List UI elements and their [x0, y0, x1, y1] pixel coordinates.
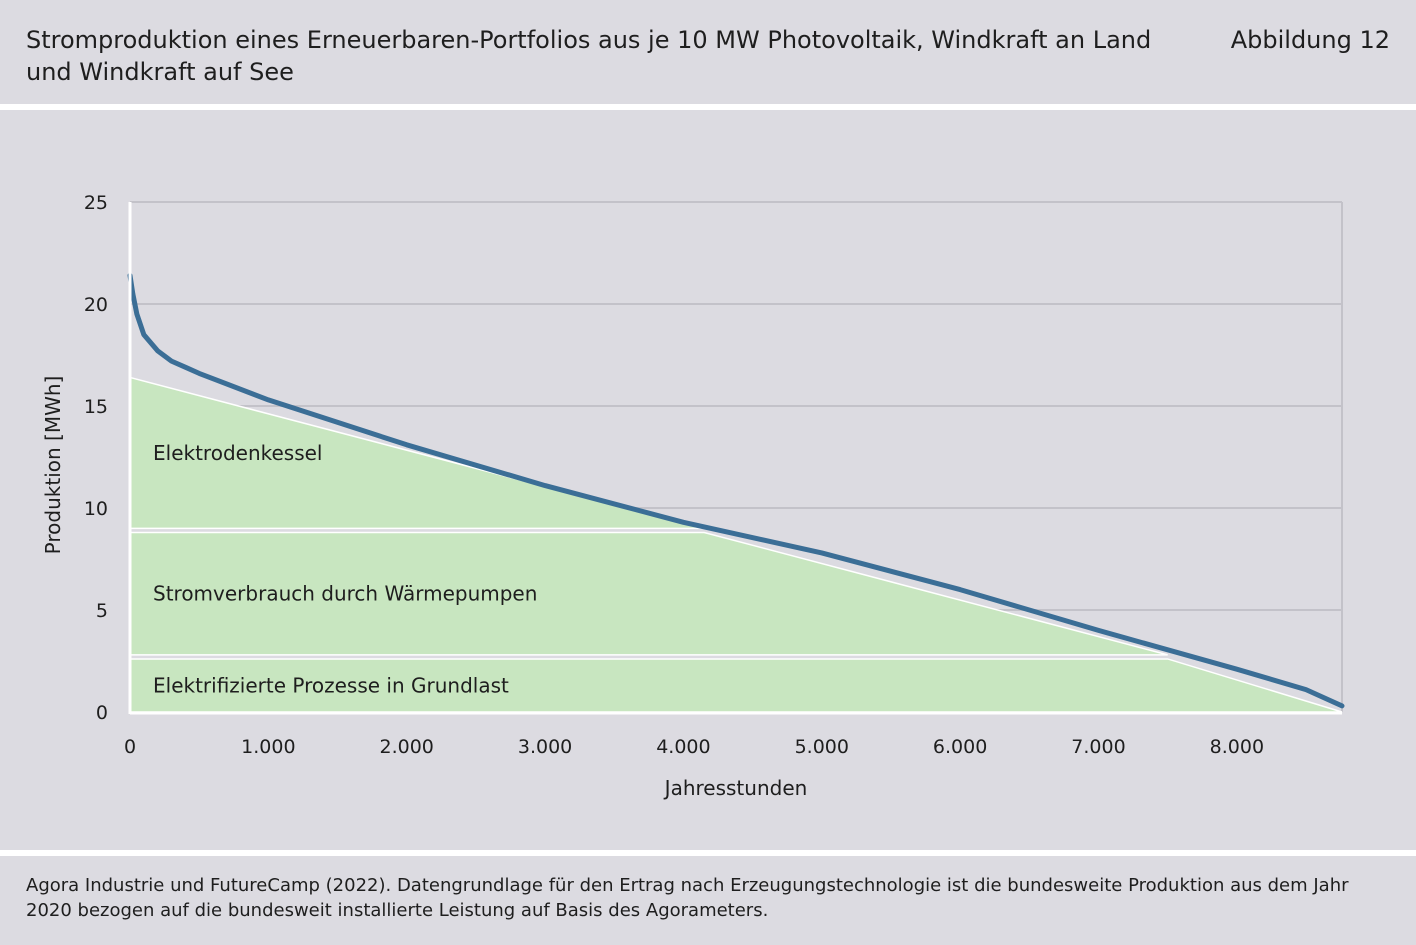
axis-layer: 0 5 10 15 20 25 0 1.000 2.000 3.000 4.000 5.000 6.00… — [41, 192, 1342, 800]
x-axis-title: Jahresstunden — [663, 776, 808, 800]
source-note: Agora Industrie und FutureCamp (2022). D… — [26, 875, 1349, 921]
x-tick-label-8: 8.000 — [1210, 736, 1264, 758]
header-divider — [0, 104, 1416, 110]
y-tick-label-1: 5 — [96, 600, 108, 622]
band-layer — [129, 376, 1343, 713]
y-tick-label-3: 15 — [84, 396, 108, 418]
x-tick-label-3: 3.000 — [518, 736, 572, 758]
x-tick-label-5: 5.000 — [795, 736, 849, 758]
x-tick-label-6: 6.000 — [933, 736, 987, 758]
y-tick-label-4: 20 — [84, 294, 108, 316]
y-axis-title: Produktion [MWh] — [41, 376, 65, 555]
figure-label: Abbildung 12 — [1230, 26, 1390, 54]
label-layer: Elektrifizierte Prozesse in Grundlast Str… — [153, 441, 537, 698]
footer-divider — [0, 850, 1416, 856]
x-tick-label-4: 4.000 — [656, 736, 710, 758]
band-label-1: Stromverbrauch durch Wärmepumpen — [153, 582, 537, 606]
band-label-2: Elektrodenkessel — [153, 441, 323, 465]
chart-title: Stromproduktion eines Erneuerbaren-Portf… — [26, 26, 1152, 86]
y-tick-label-2: 10 — [84, 498, 108, 520]
chart-area: 0 5 10 15 20 25 0 1.000 2.000 3.000 4.000 5.000 6.00… — [0, 110, 1416, 850]
line-layer — [127, 272, 1345, 709]
x-tick-label-0: 0 — [124, 736, 136, 758]
series-line — [127, 272, 1345, 709]
chart-svg: 0 5 10 15 20 25 0 1.000 2.000 3.000 4.000 5.000 6.00… — [41, 192, 1345, 800]
y-tick-label-5: 25 — [84, 192, 108, 214]
x-tick-label-2: 2.000 — [380, 736, 434, 758]
header: Stromproduktion eines Erneuerbaren-Portf… — [0, 0, 1416, 104]
y-tick-label-0: 0 — [96, 702, 108, 724]
x-tick-label-7: 7.000 — [1071, 736, 1125, 758]
x-tick-label-1: 1.000 — [241, 736, 295, 758]
band-label-0: Elektrifizierte Prozesse in Grundlast — [153, 673, 509, 697]
